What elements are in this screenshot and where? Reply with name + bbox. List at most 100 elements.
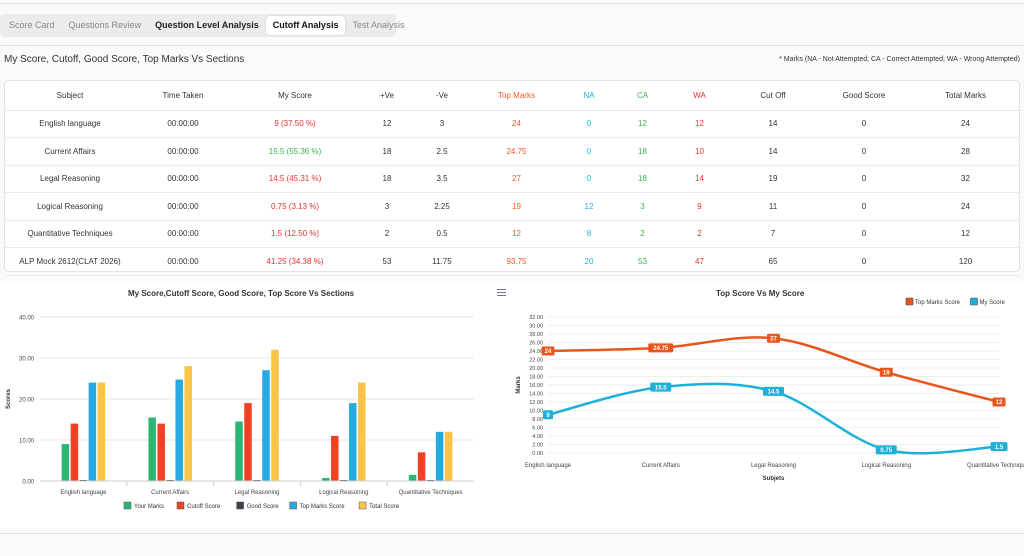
- data-label: 24: [545, 349, 552, 355]
- line-chart-panel: Top Score Vs My Score 0.00 2.00 4.00 6.00 8.…: [514, 281, 1024, 529]
- y-tick-label: 12.00: [529, 400, 543, 406]
- legend-swatch: [289, 501, 297, 510]
- column-header: Top Marks: [469, 81, 564, 111]
- table-cell: 14: [728, 137, 818, 166]
- data-label-box: [543, 410, 553, 420]
- y-tick-label: 18.00: [529, 375, 543, 381]
- table-cell: 0.75 (3.13 %): [231, 192, 359, 221]
- column-header: Total Marks: [910, 81, 1021, 111]
- table-cell: 24: [910, 110, 1021, 138]
- bar-total-score: [97, 382, 106, 481]
- table-cell: 10: [671, 137, 728, 166]
- table-cell: 0: [818, 137, 910, 166]
- table-cell: 41.25 (34.38 %): [231, 247, 359, 276]
- y-axis-label: Scores: [6, 388, 12, 409]
- x-tick-label: Quantitative Techniques: [399, 490, 463, 496]
- bar-chart: 0.00 10.00 20.00 30.00 40.00 Scores English la…: [6, 316, 474, 510]
- table-cell: 24: [910, 192, 1021, 221]
- table-cell: 0: [818, 220, 910, 248]
- table-cell: 00:00:00: [135, 165, 231, 193]
- bar-cutoff-score: [331, 435, 339, 481]
- y-tick-label: 40.00: [19, 316, 35, 322]
- y-tick-label: 2.00: [532, 443, 543, 449]
- table-cell: 93.75: [469, 247, 564, 276]
- line-chart-title: Top Score Vs My Score: [716, 289, 805, 298]
- data-label: 0.75: [880, 448, 892, 454]
- data-label-box: [990, 442, 1008, 452]
- section-title: My Score, Cutoff, Good Score, Top Marks …: [4, 54, 245, 65]
- bar-cutoff-score: [244, 403, 252, 481]
- y-tick-label: 20.00: [19, 398, 35, 404]
- legend-label: Top Marks Score: [300, 504, 346, 510]
- data-label: 27: [770, 336, 777, 342]
- column-header: Subject: [5, 81, 135, 111]
- table-cell: 20: [564, 247, 614, 276]
- bar-cutoff-score: [157, 423, 165, 481]
- table-cell: 12: [469, 220, 564, 248]
- column-header: -Ve: [415, 81, 469, 111]
- legend-label: Good Score: [247, 504, 280, 510]
- y-tick-label: 24.00: [529, 349, 543, 355]
- table-cell: 3: [415, 110, 469, 138]
- line-chart: 0.00 2.00 4.00 6.00 8.00 10.00 12.00 14.00 16.00…: [516, 297, 1024, 482]
- table-row: English language 00:00:00 9 (37.50 %) 12 3 24…: [5, 110, 1021, 138]
- table-cell: 12: [671, 110, 728, 138]
- column-header: +Ve: [359, 81, 415, 111]
- chart-menu-icon[interactable]: [497, 289, 506, 298]
- table-cell: Current Affairs: [5, 137, 135, 166]
- table-cell: 9: [671, 192, 728, 221]
- table-cell: 8: [564, 220, 614, 248]
- tab-test-analysis[interactable]: Test Analysis: [352, 20, 405, 30]
- data-label-box: [879, 367, 893, 377]
- bar-top-marks-score: [349, 403, 357, 481]
- x-tick-label: Logical Reasoning: [319, 490, 368, 496]
- y-tick-label: 10.00: [19, 439, 35, 445]
- table-cell: 3: [359, 192, 415, 221]
- table-row: Legal Reasoning 00:00:00 14.5 (45.31 %) 18 3…: [5, 165, 1021, 193]
- tab-question-level-analysis[interactable]: Question Level Analysis: [155, 20, 259, 30]
- legend-swatch: [905, 297, 914, 306]
- x-tick-label: Legal Reasoning: [234, 490, 279, 496]
- table-cell: 18: [359, 137, 415, 166]
- table-cell: 28: [910, 137, 1021, 166]
- bottom-divider: [0, 533, 1024, 534]
- column-header: My Score: [231, 81, 359, 111]
- bar-top-marks-score: [175, 379, 183, 481]
- data-label-box: [650, 382, 672, 392]
- column-header: NA: [564, 81, 614, 111]
- legend-swatch: [176, 501, 185, 510]
- y-tick-label: 0.00: [22, 480, 34, 486]
- column-header: CA: [614, 81, 671, 111]
- table-cell: 14: [728, 110, 818, 138]
- x-tick-label: Current Affairs: [642, 463, 680, 469]
- bar-top-marks-score: [262, 370, 270, 481]
- table-row: Current Affairs 00:00:00 15.5 (55.36 %) 18 2…: [5, 137, 1021, 166]
- table-row: Logical Reasoning 00:00:00 0.75 (3.13 %) 3 2…: [5, 192, 1021, 221]
- bar-your-marks: [322, 477, 330, 481]
- legend-label: Top Marks Score: [915, 300, 961, 306]
- bar-top-marks-score: [88, 382, 97, 481]
- x-tick-label: English language: [60, 490, 107, 496]
- y-tick-label: 26.00: [529, 341, 543, 347]
- data-label-box: [648, 343, 674, 353]
- table-cell: 2.5: [415, 137, 469, 166]
- bar-your-marks: [235, 421, 243, 481]
- bar-your-marks: [148, 417, 156, 481]
- legend-label: My Score: [980, 300, 1006, 306]
- table-cell: 32: [910, 165, 1021, 193]
- y-tick-label: 6.00: [532, 426, 543, 432]
- table-cell: ALP Mock 2612(CLAT 2026): [5, 247, 135, 276]
- table-cell: 12: [614, 110, 671, 138]
- table-cell: 1.5 (12.50 %): [231, 220, 359, 248]
- table-cell: 2: [359, 220, 415, 248]
- table-cell: 19: [728, 165, 818, 193]
- tab-cutoff-analysis[interactable]: Cutoff Analysis: [265, 16, 346, 35]
- tab-score-card[interactable]: Score Card: [9, 20, 55, 30]
- table-cell: Logical Reasoning: [5, 192, 135, 221]
- tab-questions-review[interactable]: Questions Review: [68, 20, 142, 30]
- table-cell: 12: [564, 192, 614, 221]
- table-cell: 00:00:00: [135, 220, 231, 248]
- legend-label: Your Marks: [134, 504, 164, 510]
- table-cell: 0: [818, 165, 910, 193]
- table-cell: 3.5: [415, 165, 469, 193]
